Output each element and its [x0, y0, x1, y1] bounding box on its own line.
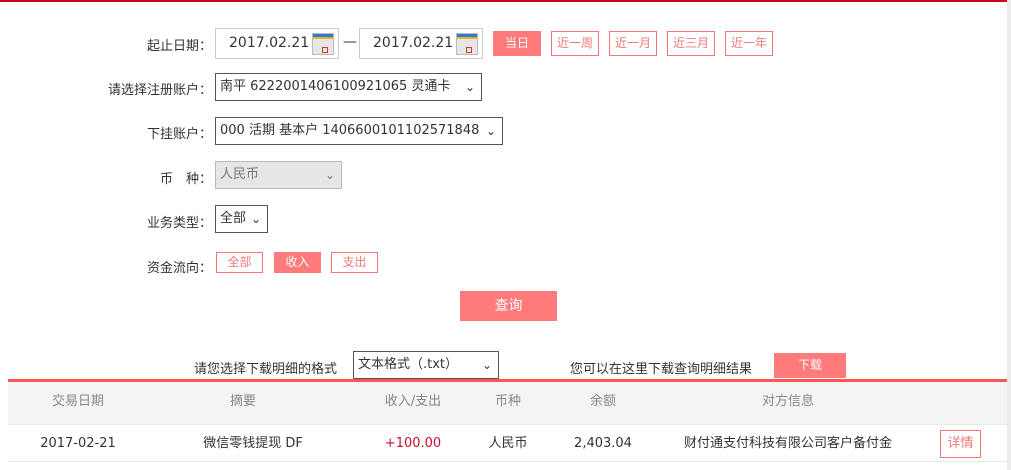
- calendar-icon[interactable]: [456, 33, 478, 55]
- download-format-label: 请您选择下载明细的格式: [194, 362, 338, 377]
- cell-date: 2017-02-21: [40, 436, 116, 451]
- biz-type-label: 业务类型：: [146, 216, 212, 231]
- range-today-button[interactable]: 当日: [493, 31, 541, 56]
- top-border: [0, 0, 1007, 2]
- currency-label: 币 种：: [159, 172, 212, 187]
- header-amount: 收入/支出: [384, 394, 442, 409]
- calendar-icon[interactable]: [312, 33, 334, 55]
- flow-all-button[interactable]: 全部: [216, 252, 263, 273]
- chevron-down-icon: ⌄: [250, 212, 261, 226]
- end-date-value: 2017.02.21: [373, 35, 454, 51]
- header-summary: 摘要: [229, 394, 256, 409]
- biz-type-value: 全部: [220, 211, 247, 226]
- table-top-border: [8, 379, 1007, 382]
- start-date-value: 2017.02.21: [229, 35, 310, 51]
- biz-type-select[interactable]: 全部 ⌄: [215, 205, 268, 233]
- range-month-button[interactable]: 近一月: [609, 31, 657, 56]
- currency-value: 人民币: [220, 167, 260, 182]
- chevron-down-icon: ⌄: [481, 358, 492, 372]
- download-button[interactable]: 下载: [774, 353, 846, 378]
- end-date-input[interactable]: 2017.02.21: [359, 28, 483, 59]
- reg-account-value: 南平 6222001406100921065 灵通卡: [220, 79, 451, 94]
- cell-counterparty: 财付通支付科技有限公司客户备付金: [683, 436, 892, 451]
- detail-button[interactable]: 详情: [940, 430, 981, 458]
- download-format-value: 文本格式（.txt）: [358, 357, 459, 372]
- table-header: 交易日期 摘要 收入/支出 币种 余额 对方信息: [8, 382, 1007, 424]
- chevron-down-icon: ⌄: [464, 80, 475, 94]
- cell-balance: 2,403.04: [574, 436, 632, 451]
- sub-account-value: 000 活期 基本户 1406600101102571848: [220, 123, 480, 138]
- date-label: 起止日期：: [146, 39, 212, 54]
- range-week-button[interactable]: 近一周: [551, 31, 599, 56]
- reg-account-label: 请选择注册账户：: [107, 83, 212, 98]
- range-3month-button[interactable]: 近三月: [667, 31, 715, 56]
- start-date-input[interactable]: 2017.02.21: [215, 28, 339, 59]
- table-row: 2017-02-21 微信零钱提现 DF +100.00 人民币 2,403.0…: [8, 424, 1007, 462]
- flow-expense-button[interactable]: 支出: [331, 252, 378, 273]
- range-year-button[interactable]: 近一年: [725, 31, 773, 56]
- reg-account-select[interactable]: 南平 6222001406100921065 灵通卡 ⌄: [215, 73, 482, 101]
- flow-label: 资金流向：: [146, 261, 212, 276]
- sub-account-select[interactable]: 000 活期 基本户 1406600101102571848 ⌄: [215, 117, 503, 145]
- query-button[interactable]: 查询: [460, 291, 557, 321]
- header-currency: 币种: [494, 394, 521, 409]
- header-counterparty: 对方信息: [761, 394, 814, 409]
- header-date: 交易日期: [51, 394, 104, 409]
- download-hint: 您可以在这里下载查询明细结果: [570, 362, 753, 377]
- flow-income-button[interactable]: 收入: [274, 252, 321, 273]
- chevron-down-icon: ⌄: [324, 168, 335, 182]
- cell-summary: 微信零钱提现 DF: [203, 436, 303, 451]
- date-separator: —: [343, 34, 357, 50]
- chevron-down-icon: ⌄: [485, 124, 496, 138]
- sub-account-label: 下挂账户：: [146, 127, 212, 142]
- currency-select[interactable]: 人民币 ⌄: [215, 161, 342, 189]
- scrollbar[interactable]: [1007, 0, 1011, 470]
- download-format-select[interactable]: 文本格式（.txt） ⌄: [353, 351, 499, 379]
- header-balance: 余额: [589, 394, 616, 409]
- cell-amount: +100.00: [384, 436, 442, 451]
- cell-currency: 人民币: [488, 436, 528, 451]
